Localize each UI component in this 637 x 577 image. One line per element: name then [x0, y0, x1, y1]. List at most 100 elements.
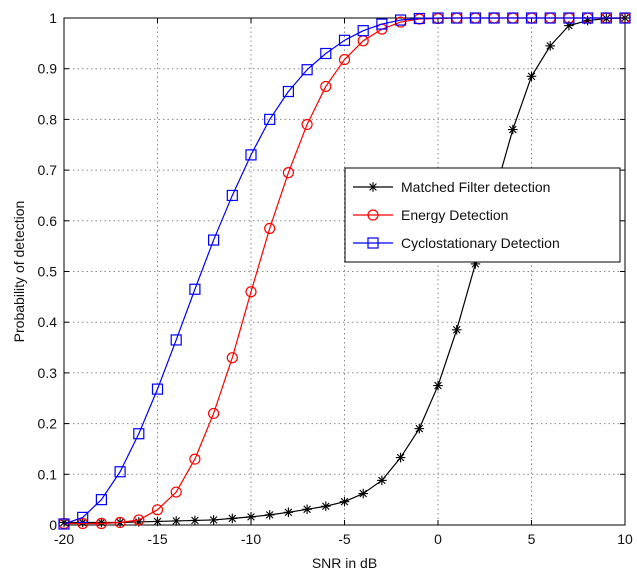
data-point-energy-detection	[320, 80, 332, 93]
y-tick-label: 0.1	[38, 466, 58, 482]
y-tick-label: 0.9	[38, 61, 58, 77]
star-stroke	[452, 326, 461, 334]
star-stroke	[209, 516, 218, 524]
legend-item-energy-detection: Energy Detection	[353, 207, 508, 223]
data-point-matched-filter-detection	[96, 517, 107, 528]
data-point-energy-detection	[245, 286, 257, 298]
data-point-matched-filter-detection	[358, 488, 368, 499]
grid-layer	[64, 18, 625, 525]
data-point-matched-filter-detection	[526, 71, 537, 82]
y-tick-label: 1	[49, 10, 57, 26]
x-tick-label: 5	[528, 531, 536, 547]
data-point-matched-filter-detection	[208, 515, 219, 525]
star-stroke	[284, 508, 293, 517]
labels-layer: SNR in dB Probability of detection	[11, 201, 377, 571]
star-stroke	[247, 513, 255, 521]
star-stroke	[396, 453, 405, 462]
star-stroke	[378, 476, 386, 485]
data-point-cyclostationary-detection	[320, 47, 332, 60]
data-point-matched-filter-detection	[190, 515, 200, 526]
star-stroke	[546, 42, 554, 50]
data-point-cyclostationary-detection	[170, 334, 182, 346]
y-tick-label: 0.4	[38, 314, 58, 330]
data-point-energy-detection	[301, 118, 313, 131]
data-point-matched-filter-detection	[171, 516, 181, 526]
data-point-cyclostationary-detection	[58, 518, 70, 530]
data-point-cyclostationary-detection	[507, 12, 519, 24]
data-point-matched-filter-detection	[545, 41, 555, 51]
data-point-cyclostationary-detection	[357, 25, 369, 37]
x-axis-label: SNR in dB	[312, 555, 377, 571]
data-point-energy-detection	[133, 514, 145, 526]
x-tick-label: -20	[54, 531, 74, 547]
data-point-cyclostationary-detection	[563, 12, 575, 24]
data-point-matched-filter-detection	[582, 15, 593, 26]
data-point-matched-filter-detection	[451, 325, 462, 335]
y-axis-label: Probability of detection	[11, 201, 27, 343]
y-tick-label: 0	[49, 517, 57, 533]
legend-item-cyclostationary-detection: Cyclostationary Detection	[353, 235, 560, 251]
y-tick-label: 0.6	[38, 213, 58, 229]
data-point-cyclostationary-detection	[151, 383, 164, 395]
data-point-matched-filter-detection	[227, 513, 238, 524]
ticks-layer: -20 -15 -10 -5 0 5 10 0 0.1 0.2 0.3 0.4 0.5 0.6 0.7 0.8…	[38, 10, 633, 547]
data-point-energy-detection	[151, 504, 164, 516]
data-point-energy-detection	[77, 517, 89, 530]
y-tick-label: 0.8	[38, 111, 58, 127]
x-tick-label: -5	[338, 531, 351, 547]
data-point-matched-filter-detection	[339, 496, 350, 507]
data-point-energy-detection	[282, 167, 294, 179]
star-stroke	[97, 518, 106, 527]
data-point-cyclostationary-detection	[282, 85, 294, 98]
data-point-cyclostationary-detection	[77, 511, 89, 523]
legend-item-matched-filter-detection: Matched Filter detection	[353, 179, 550, 195]
data-point-matched-filter-detection	[321, 501, 331, 512]
star-stroke	[509, 125, 517, 134]
star-stroke	[322, 502, 330, 511]
y-tick-label: 0.2	[38, 416, 58, 432]
y-tick-label: 0.5	[38, 264, 58, 280]
data-point-energy-detection	[114, 516, 126, 529]
data-point-cyclostationary-detection	[338, 34, 351, 46]
x-tick-label: -10	[241, 531, 261, 547]
data-point-cyclostationary-detection	[413, 12, 425, 25]
star-stroke	[527, 72, 536, 81]
data-point-energy-detection	[208, 407, 220, 420]
data-point-cyclostationary-detection	[488, 12, 500, 24]
x-tick-label: 0	[434, 531, 442, 547]
star-stroke	[172, 517, 180, 525]
data-point-cyclostationary-detection	[208, 234, 220, 246]
data-point-matched-filter-detection	[377, 475, 387, 486]
data-point-matched-filter-detection	[395, 452, 406, 463]
star-stroke	[265, 511, 274, 519]
data-point-cyclostationary-detection	[133, 428, 145, 440]
data-point-matched-filter-detection	[508, 124, 518, 135]
data-point-cyclostationary-detection	[469, 12, 481, 24]
y-tick-label: 0.3	[38, 365, 58, 381]
star-stroke	[415, 424, 424, 433]
star-stroke	[228, 514, 237, 523]
data-point-matched-filter-detection	[283, 507, 294, 518]
data-point-cyclostationary-detection	[301, 64, 313, 76]
legend-swatch-marker	[367, 237, 379, 249]
star-stroke	[191, 516, 199, 525]
data-point-energy-detection	[189, 453, 201, 465]
star-stroke	[359, 489, 367, 498]
legend-label: Energy Detection	[401, 207, 508, 223]
y-tick-label: 0.7	[38, 162, 58, 178]
data-point-cyclostationary-detection	[581, 12, 594, 24]
data-point-cyclostationary-detection	[189, 283, 201, 295]
star-stroke	[340, 497, 349, 506]
star-stroke	[303, 505, 311, 514]
legend-label: Cyclostationary Detection	[401, 235, 560, 251]
data-point-cyclostationary-detection	[600, 12, 612, 24]
x-tick-label: -15	[147, 531, 167, 547]
data-point-cyclostationary-detection	[245, 149, 257, 161]
data-point-cyclostationary-detection	[395, 14, 407, 26]
data-point-matched-filter-detection	[264, 510, 275, 520]
data-point-matched-filter-detection	[414, 423, 425, 434]
data-point-matched-filter-detection	[433, 380, 443, 391]
data-point-matched-filter-detection	[302, 504, 312, 515]
